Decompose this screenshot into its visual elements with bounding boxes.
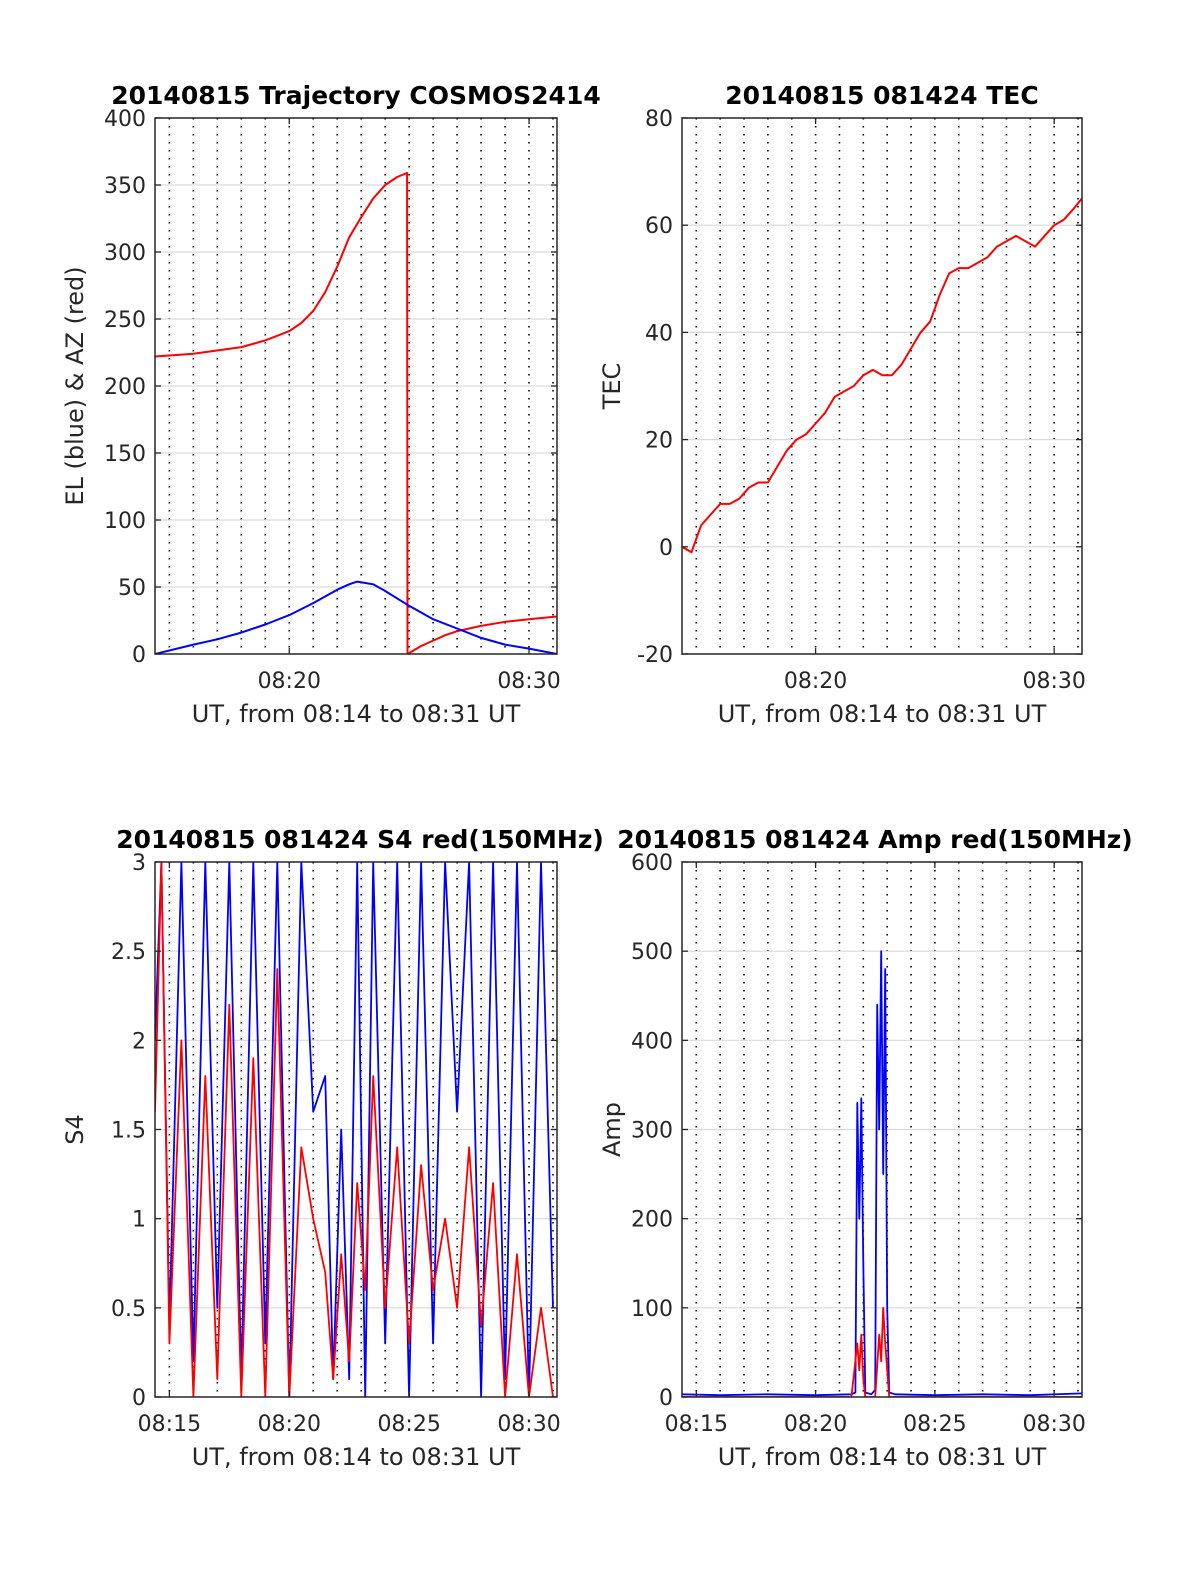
amp-xtick-label: 08:15: [665, 1412, 728, 1437]
amp-grid: [682, 862, 1082, 1397]
s4-ytick-label: 1: [132, 1208, 146, 1233]
amp-x-axis-label: UT, from 08:14 to 08:31 UT: [718, 1443, 1047, 1471]
s4-series: [155, 862, 554, 1397]
amp-ytick-label: 400: [631, 1029, 673, 1054]
amp-series-1-line: [682, 1306, 1082, 1397]
tec-grid: [682, 118, 1082, 654]
trajectory-ytick-label: 50: [118, 576, 146, 601]
amp-ticks: 0 100 200 300 400 500 600 08:15 08:20 08:25 08:30: [631, 851, 1086, 1437]
trajectory-ytick-label: 150: [104, 442, 146, 467]
trajectory-panel: 0 50 100 150 200 250 300 350 400 08:20 08:30 20140…: [61, 81, 601, 728]
s4-grid: [155, 862, 557, 1397]
trajectory-series-1-line: [155, 580, 557, 654]
trajectory-y-axis-label: EL (blue) & AZ (red): [61, 266, 89, 505]
s4-xtick-label: 08:20: [258, 1412, 321, 1437]
s4-x-axis-label: UT, from 08:14 to 08:31 UT: [192, 1443, 521, 1471]
amp-ytick-label: 300: [631, 1119, 673, 1144]
amp-ytick-label: 100: [631, 1297, 673, 1322]
tec-ytick-label: -20: [637, 643, 673, 668]
amp-xtick-label: 08:25: [903, 1412, 966, 1437]
trajectory-xtick-label: 08:20: [258, 669, 321, 694]
s4-ytick-label: 2: [132, 1029, 146, 1054]
s4-ytick-label: 0.5: [111, 1297, 146, 1322]
amp-series: [682, 950, 1082, 1397]
tec-series-0-line: [682, 197, 1082, 554]
s4-ytick-label: 1.5: [111, 1119, 146, 1144]
s4-xtick-label: 08:30: [497, 1412, 560, 1437]
s4-ytick-label: 0: [132, 1386, 146, 1411]
trajectory-grid: [155, 118, 557, 654]
trajectory-x-axis-label: UT, from 08:14 to 08:31 UT: [192, 700, 521, 728]
tec-ytick-label: 80: [645, 107, 673, 132]
trajectory-ytick-label: 350: [104, 174, 146, 199]
amp-ytick-label: 600: [631, 851, 673, 876]
s4-ytick-label: 3: [132, 851, 146, 876]
s4-panel: 0 0.5 1 1.5 2 2.5 3 08:15 08:20 08:25 08:30 201408…: [61, 825, 604, 1471]
amp-chart-title: 20140815 081424 Amp red(150MHz): [617, 825, 1133, 854]
tec-xtick-label: 08:20: [784, 669, 847, 694]
trajectory-ytick-label: 300: [104, 241, 146, 266]
s4-xtick-label: 08:15: [138, 1412, 201, 1437]
tec-ytick-label: 60: [645, 214, 673, 239]
amp-xtick-label: 08:20: [784, 1412, 847, 1437]
amp-ytick-label: 0: [659, 1386, 673, 1411]
tec-axes-box: [681, 117, 1083, 655]
s4-y-axis-label: S4: [61, 1114, 89, 1145]
tec-panel: -20 0 20 40 60 80 08:20 08:30 20140815 081424 T…: [598, 81, 1086, 728]
amp-xtick-label: 08:30: [1022, 1412, 1085, 1437]
tec-ytick-label: 40: [645, 321, 673, 346]
amp-y-axis-label: Amp: [598, 1102, 626, 1157]
trajectory-ytick-label: 200: [104, 375, 146, 400]
tec-series: [682, 197, 1082, 554]
s4-xtick-label: 08:25: [377, 1412, 440, 1437]
trajectory-chart-title: 20140815 Trajectory COSMOS2414: [111, 81, 601, 110]
tec-x-axis-label: UT, from 08:14 to 08:31 UT: [718, 700, 1047, 728]
s4-series-1-line: [155, 862, 554, 1397]
tec-ticks: -20 0 20 40 60 80 08:20 08:30: [637, 107, 1086, 694]
trajectory-xtick-label: 08:30: [497, 669, 560, 694]
amp-ytick-label: 200: [631, 1208, 673, 1233]
trajectory-ytick-label: 400: [104, 107, 146, 132]
tec-xtick-label: 08:30: [1022, 669, 1085, 694]
tec-y-axis-label: TEC: [598, 363, 626, 411]
trajectory-series: [155, 171, 557, 654]
trajectory-ytick-label: 0: [132, 643, 146, 668]
tec-ytick-label: 20: [645, 429, 673, 454]
amp-ytick-label: 500: [631, 940, 673, 965]
trajectory-ytick-label: 250: [104, 308, 146, 333]
s4-series-0-line: [155, 862, 554, 1397]
s4-ticks: 0 0.5 1 1.5 2 2.5 3 08:15 08:20 08:25 08:30: [111, 851, 561, 1437]
s4-ytick-label: 2.5: [111, 940, 146, 965]
trajectory-ticks: 0 50 100 150 200 250 300 350 400 08:20 08:30: [104, 107, 561, 694]
tec-chart-title: 20140815 081424 TEC: [725, 81, 1038, 110]
s4-chart-title: 20140815 081424 S4 red(150MHz): [116, 825, 604, 854]
tec-ytick-label: 0: [659, 536, 673, 561]
trajectory-ytick-label: 100: [104, 509, 146, 534]
tec-axes-background: [682, 118, 1082, 654]
